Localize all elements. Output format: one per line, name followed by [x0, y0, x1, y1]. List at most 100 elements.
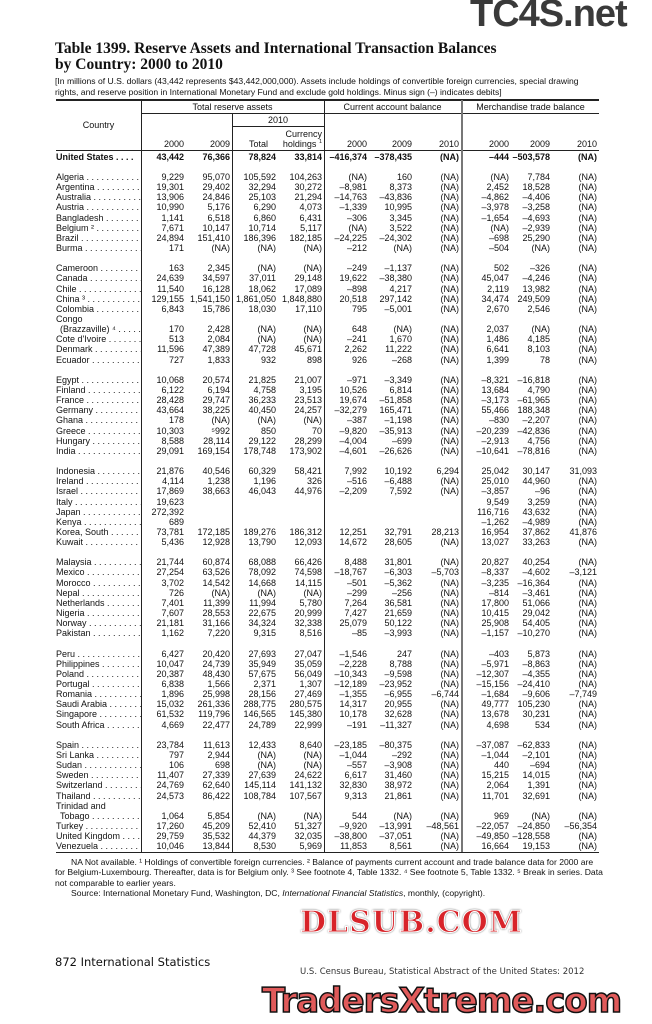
value-cell: 1,141	[161, 212, 184, 223]
value-cell: 36,233	[248, 395, 276, 406]
title-line-2: by Country: 2000 to 2010	[55, 56, 223, 73]
value-cell: (NA)	[440, 709, 460, 720]
value-cell: 7,401	[161, 597, 184, 608]
country-name: Morocco	[56, 578, 141, 588]
value-cell: –10,270	[517, 628, 550, 639]
value-cell: (NA)	[440, 679, 460, 690]
value-cell: 28,213	[431, 526, 459, 537]
value-cell: 105,230	[517, 699, 550, 710]
value-cell: (NA)	[440, 395, 460, 406]
value-cell: 440	[493, 760, 509, 771]
value-cell: 32,035	[294, 831, 322, 842]
value-cell: 27,639	[248, 770, 276, 781]
value-cell: 32,791	[384, 526, 412, 537]
value-cell: 38,972	[384, 780, 412, 791]
value-cell: 726	[168, 587, 184, 598]
value-cell: 95,070	[202, 172, 230, 182]
value-cell: 37,862	[522, 526, 550, 537]
value-cell: (NA)	[578, 760, 598, 771]
value-cell: 969	[493, 810, 509, 821]
value-cell: 17,800	[481, 597, 509, 608]
value-cell: –8,337	[481, 567, 509, 578]
value-cell: 14,317	[339, 699, 367, 710]
value-cell: 146,565	[243, 709, 276, 720]
country-name: Colombia	[56, 304, 141, 314]
value-cell: 178	[168, 415, 184, 426]
table-row: Algeria 9,229 95,070 105,592 104,263 (NA) 160 (…	[56, 172, 599, 182]
value-cell: –38,800	[334, 831, 367, 842]
value-cell: (NA)	[440, 242, 460, 253]
value-cell: 47,728	[248, 344, 276, 355]
value-cell: (NA)	[578, 222, 598, 233]
currency-holdings-label: holdings	[282, 139, 317, 149]
source-title: International Financial Statistics	[282, 887, 404, 898]
value-cell: –6,744	[431, 689, 459, 700]
value-cell: 141,132	[289, 780, 322, 791]
value-cell: –96	[534, 486, 550, 497]
value-cell	[232, 497, 278, 507]
value-cell: –241	[346, 334, 367, 345]
country-name: Ghana	[56, 415, 141, 425]
table-row: Romania 1,896 25,998 28,156 27,469 –1,355 –6,9…	[56, 689, 599, 699]
value-cell	[186, 497, 232, 507]
value-cell: –43,836	[379, 192, 412, 203]
table-row: Ecuador 727 1,833 932 898 926 –268 (NA) 1,399 78 (…	[56, 355, 599, 365]
value-cell: 22,477	[202, 719, 230, 730]
value-cell: 10,068	[156, 374, 184, 385]
value-cell: –387	[346, 415, 367, 426]
value-cell: –4,004	[339, 435, 367, 446]
value-cell: 9,549	[486, 496, 509, 507]
value-cell: (NA)	[440, 374, 460, 385]
divider-reserve	[324, 100, 325, 852]
group-spacer	[56, 253, 599, 263]
value-cell: (NA)	[440, 232, 460, 243]
header-trade-2010: 2010	[576, 139, 597, 149]
value-cell: –12,307	[476, 668, 509, 679]
country-name: India	[56, 446, 141, 456]
value-cell: 27,254	[156, 567, 184, 578]
value-cell: (NA)	[578, 577, 598, 588]
value-cell: (NA)	[440, 425, 460, 436]
value-cell: 182,185	[289, 232, 322, 243]
value-cell: –24,410	[517, 679, 550, 690]
value-cell: 24,769	[156, 780, 184, 791]
value-cell: (NA)	[578, 182, 598, 193]
value-cell: 32,294	[248, 182, 276, 193]
value-cell: 76,366	[202, 152, 230, 162]
value-cell: –4,989	[522, 516, 550, 527]
value-cell: 27,469	[294, 689, 322, 700]
table-row: Belgium ² 7,671 10,147 10,714 5,117 (NA) 3,522…	[56, 223, 599, 233]
value-cell	[324, 517, 369, 527]
divider-2009	[232, 114, 233, 852]
value-cell: 21,861	[384, 790, 412, 801]
value-cell: (NA)	[393, 324, 413, 335]
value-cell: (NA)	[440, 628, 460, 639]
value-cell: 34,324	[248, 618, 276, 629]
header-country: Country	[82, 120, 115, 130]
value-cell: (NA)	[578, 516, 598, 527]
value-cell: 19,623	[156, 496, 184, 507]
header-merchandise-trade: Merchandise trade balance	[476, 102, 585, 112]
country-name: Pakistan	[56, 628, 141, 638]
value-cell: 189,276	[243, 526, 276, 537]
value-cell	[552, 801, 599, 811]
value-cell: 6,843	[161, 303, 184, 314]
country-name: Ecuador	[56, 355, 141, 365]
table-row: Ireland 4,114 1,238 1,196 326 –516 –6,488 (NA) 2…	[56, 476, 599, 486]
value-cell: 38,663	[202, 486, 230, 497]
value-cell: 288,775	[243, 699, 276, 710]
value-cell: 25,103	[248, 192, 276, 203]
value-cell: –35,913	[379, 425, 412, 436]
value-cell: 178,748	[243, 445, 276, 456]
value-cell: 534	[534, 719, 550, 730]
value-cell: (NA)	[578, 212, 598, 223]
value-cell: 21,744	[156, 557, 184, 568]
country-name: Kenya	[56, 517, 141, 527]
value-cell: (NA)	[393, 810, 413, 821]
value-cell: (NA)	[578, 506, 598, 517]
value-cell: 35,059	[294, 658, 322, 669]
value-cell: 31,166	[202, 618, 230, 629]
value-cell: –1,654	[481, 212, 509, 223]
value-cell	[186, 517, 232, 527]
value-cell: 9,315	[253, 628, 276, 639]
